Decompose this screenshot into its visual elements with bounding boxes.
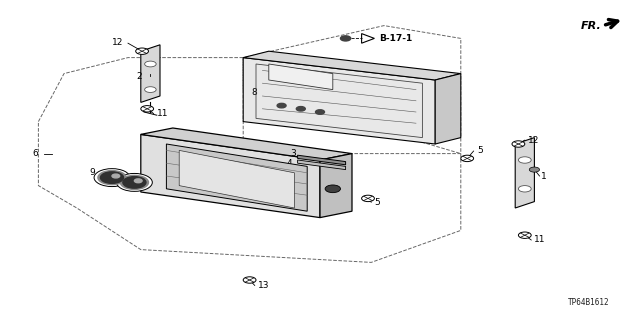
Text: 12: 12 bbox=[111, 38, 123, 47]
Text: FR.: FR. bbox=[581, 20, 602, 31]
Circle shape bbox=[529, 167, 540, 172]
Text: 7: 7 bbox=[204, 166, 209, 175]
Circle shape bbox=[112, 174, 120, 178]
Polygon shape bbox=[298, 155, 346, 165]
Text: 5: 5 bbox=[374, 198, 380, 207]
Polygon shape bbox=[166, 144, 307, 211]
Circle shape bbox=[518, 186, 531, 192]
Circle shape bbox=[518, 157, 531, 163]
Text: 5: 5 bbox=[477, 146, 483, 155]
Circle shape bbox=[340, 36, 351, 41]
Circle shape bbox=[296, 107, 305, 111]
Circle shape bbox=[145, 61, 156, 67]
Circle shape bbox=[512, 141, 525, 147]
Polygon shape bbox=[243, 58, 435, 144]
Circle shape bbox=[518, 232, 531, 238]
Polygon shape bbox=[243, 51, 461, 80]
Polygon shape bbox=[141, 134, 320, 218]
Circle shape bbox=[316, 110, 324, 114]
Circle shape bbox=[98, 171, 126, 185]
Polygon shape bbox=[269, 64, 333, 90]
Circle shape bbox=[141, 106, 154, 112]
Circle shape bbox=[100, 172, 124, 183]
Polygon shape bbox=[179, 150, 294, 208]
Circle shape bbox=[123, 177, 146, 188]
Circle shape bbox=[243, 277, 256, 283]
Text: TP64B1612: TP64B1612 bbox=[568, 298, 610, 307]
Polygon shape bbox=[141, 128, 352, 160]
Text: 8: 8 bbox=[251, 88, 257, 97]
Text: 1: 1 bbox=[541, 172, 547, 180]
Circle shape bbox=[277, 103, 286, 108]
Text: 11: 11 bbox=[157, 109, 168, 118]
Circle shape bbox=[461, 155, 474, 162]
Text: 4: 4 bbox=[286, 159, 292, 168]
Polygon shape bbox=[320, 154, 352, 218]
Text: 2: 2 bbox=[136, 72, 142, 81]
Polygon shape bbox=[298, 160, 346, 170]
Circle shape bbox=[145, 87, 156, 92]
Polygon shape bbox=[515, 138, 534, 208]
Circle shape bbox=[325, 185, 340, 193]
Circle shape bbox=[136, 48, 148, 54]
Circle shape bbox=[134, 179, 142, 183]
Text: 12: 12 bbox=[528, 136, 540, 145]
Text: B-17-1: B-17-1 bbox=[379, 34, 412, 43]
Circle shape bbox=[116, 173, 152, 191]
Text: 13: 13 bbox=[258, 281, 269, 290]
Text: 6: 6 bbox=[33, 149, 38, 158]
Text: 10: 10 bbox=[122, 174, 133, 183]
Text: 11: 11 bbox=[534, 236, 546, 244]
Circle shape bbox=[362, 195, 374, 202]
Polygon shape bbox=[141, 45, 160, 102]
Text: 3: 3 bbox=[290, 149, 296, 158]
Circle shape bbox=[94, 169, 130, 187]
Circle shape bbox=[120, 175, 148, 189]
Text: 9: 9 bbox=[89, 168, 95, 177]
Polygon shape bbox=[435, 74, 461, 144]
